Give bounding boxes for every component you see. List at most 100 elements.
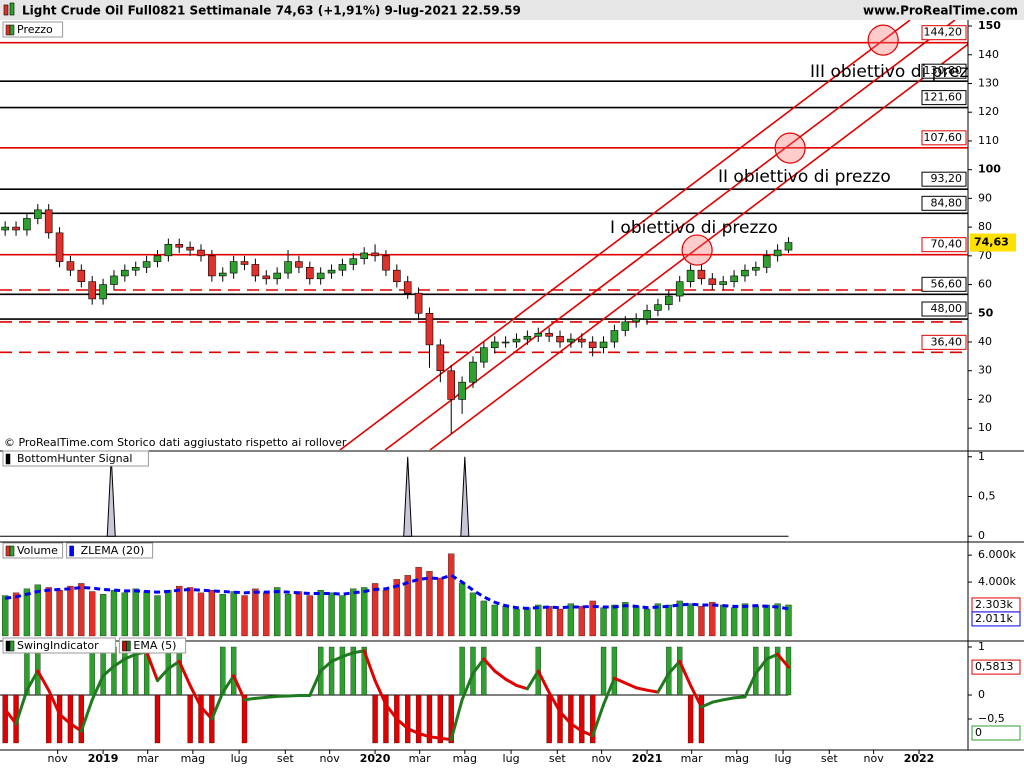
ema-segment bbox=[25, 669, 40, 692]
level-label-box bbox=[921, 130, 967, 146]
volume-bar bbox=[371, 583, 379, 637]
y-tick-label: 80 bbox=[978, 220, 992, 233]
ema-segment bbox=[449, 698, 464, 742]
ema-segment bbox=[90, 674, 105, 702]
candle-body bbox=[741, 269, 749, 277]
swing-bar bbox=[611, 646, 618, 696]
ema-segment bbox=[166, 659, 181, 671]
level-label: 144,20 bbox=[924, 26, 963, 39]
volume-bar bbox=[99, 594, 107, 637]
candle-body bbox=[164, 244, 173, 257]
volume-bar bbox=[774, 603, 781, 637]
ema-segment bbox=[438, 736, 453, 742]
volume-bar bbox=[404, 575, 411, 637]
signal-spike bbox=[403, 456, 413, 537]
x-tick-label: 2022 bbox=[904, 752, 935, 765]
swing-bar bbox=[448, 694, 454, 744]
legend-label: EMA (5) bbox=[133, 639, 176, 652]
header-title: Light Crude Oil Full0821 Settimanale 74,… bbox=[22, 4, 521, 18]
annotation: III obiettivo di prezzo bbox=[810, 62, 988, 82]
volume-bar bbox=[121, 592, 128, 637]
zlema-line bbox=[4, 573, 789, 611]
candle-body bbox=[610, 330, 619, 343]
candle-body bbox=[490, 341, 499, 349]
swing-bar bbox=[230, 646, 237, 696]
volume-bar bbox=[458, 583, 466, 637]
ema-segment bbox=[362, 649, 377, 683]
volume-bar bbox=[437, 577, 444, 637]
ema-segment bbox=[395, 717, 410, 731]
current-value-label: 2.011k bbox=[975, 612, 1013, 625]
header-site: www.ProRealTime.com bbox=[863, 4, 1018, 18]
volume-bar bbox=[132, 588, 139, 637]
ema-segment bbox=[373, 679, 388, 707]
swing-bar bbox=[774, 646, 781, 696]
volume-bar bbox=[165, 590, 172, 637]
level-label: 36,40 bbox=[931, 335, 963, 348]
swing-bar bbox=[557, 694, 563, 744]
candle-body bbox=[262, 275, 271, 280]
legend-icon bbox=[126, 640, 131, 652]
candle-body bbox=[752, 267, 760, 271]
volume-bar bbox=[611, 604, 618, 637]
y-tick-label: 0,5 bbox=[978, 490, 996, 503]
candle-body bbox=[229, 261, 238, 274]
swing-bar bbox=[459, 646, 465, 696]
swing-bar bbox=[2, 694, 8, 744]
x-tick-label: 2019 bbox=[88, 752, 119, 765]
header-bar bbox=[0, 0, 1024, 20]
level-label-box bbox=[921, 25, 967, 41]
y-tick-label: 20 bbox=[978, 392, 992, 405]
candle-body bbox=[665, 295, 673, 305]
ema-segment bbox=[623, 681, 638, 690]
level-label-box bbox=[921, 237, 967, 253]
ema-segment bbox=[569, 722, 584, 733]
candle-body bbox=[305, 267, 314, 280]
ema-segment bbox=[710, 698, 725, 704]
volume-bar bbox=[197, 592, 205, 637]
y-tick-label: −0,5 bbox=[978, 712, 1005, 725]
candle-body bbox=[327, 269, 336, 274]
x-tick-label: nov bbox=[320, 752, 341, 765]
volume-bar bbox=[752, 606, 760, 637]
candle-body bbox=[284, 261, 292, 274]
candle-body bbox=[458, 381, 466, 400]
volume-bar bbox=[556, 608, 564, 637]
volume-bar bbox=[208, 590, 216, 637]
signal-spike bbox=[460, 456, 470, 537]
candle-body bbox=[142, 261, 151, 268]
y-tick-label: 1 bbox=[978, 450, 985, 463]
candle-body bbox=[382, 255, 390, 271]
ema-segment bbox=[243, 696, 257, 702]
candle-body bbox=[175, 244, 184, 248]
level-label-box bbox=[921, 334, 967, 350]
volume-bar bbox=[785, 604, 792, 637]
ema-segment bbox=[177, 659, 192, 687]
volume-bar bbox=[687, 603, 694, 637]
ema-segment bbox=[667, 659, 682, 675]
ema-segment bbox=[547, 691, 562, 714]
x-tick-label: set bbox=[821, 752, 838, 765]
level-label: 93,20 bbox=[931, 172, 963, 185]
candle-body bbox=[12, 226, 20, 231]
candle-body bbox=[577, 338, 586, 343]
level-label-box bbox=[921, 63, 967, 79]
volume-bar bbox=[263, 592, 270, 637]
level-label: 48,00 bbox=[931, 302, 963, 315]
ema-segment bbox=[504, 677, 519, 687]
swing-bar bbox=[764, 646, 770, 696]
candle-body bbox=[88, 281, 97, 300]
volume-bar bbox=[567, 603, 575, 637]
ema-segment bbox=[351, 649, 366, 655]
annotation: I obiettivo di prezzo bbox=[610, 218, 778, 238]
ema-segment bbox=[264, 694, 279, 699]
volume-bar bbox=[284, 594, 292, 637]
ema-segment bbox=[482, 657, 497, 673]
ema-segment bbox=[580, 729, 595, 738]
swing-bar bbox=[600, 646, 607, 696]
ema-segment bbox=[525, 669, 540, 691]
ema-segment bbox=[47, 688, 62, 716]
x-tick-label: lug bbox=[775, 752, 792, 765]
volume-bar bbox=[230, 591, 237, 637]
candle-body bbox=[730, 275, 738, 282]
